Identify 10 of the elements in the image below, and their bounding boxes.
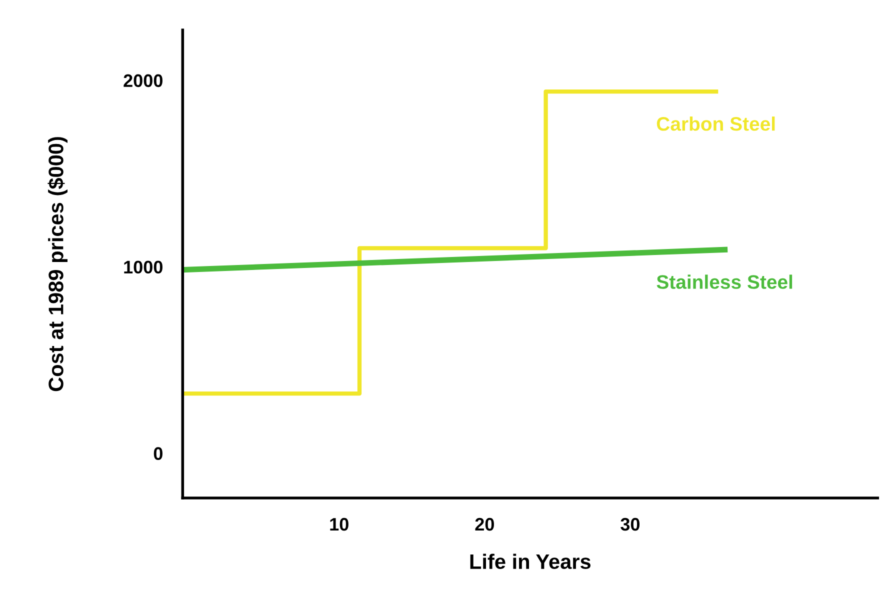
y-tick-label: 1000 [124, 260, 162, 274]
x-axis-title: Life in Years [470, 554, 590, 570]
y-tick-label: 0 [154, 447, 162, 460]
series-label: Stainless Steel [656, 274, 792, 289]
x-tick-label: 20 [475, 518, 494, 531]
series-label: Carbon Steel [656, 116, 775, 131]
x-tick-label: 30 [620, 518, 640, 531]
y-tick-label: 2000 [124, 74, 162, 88]
y-axis-title: Cost at 1989 prices ($000) [48, 137, 68, 392]
x-tick-label: 10 [330, 518, 348, 531]
